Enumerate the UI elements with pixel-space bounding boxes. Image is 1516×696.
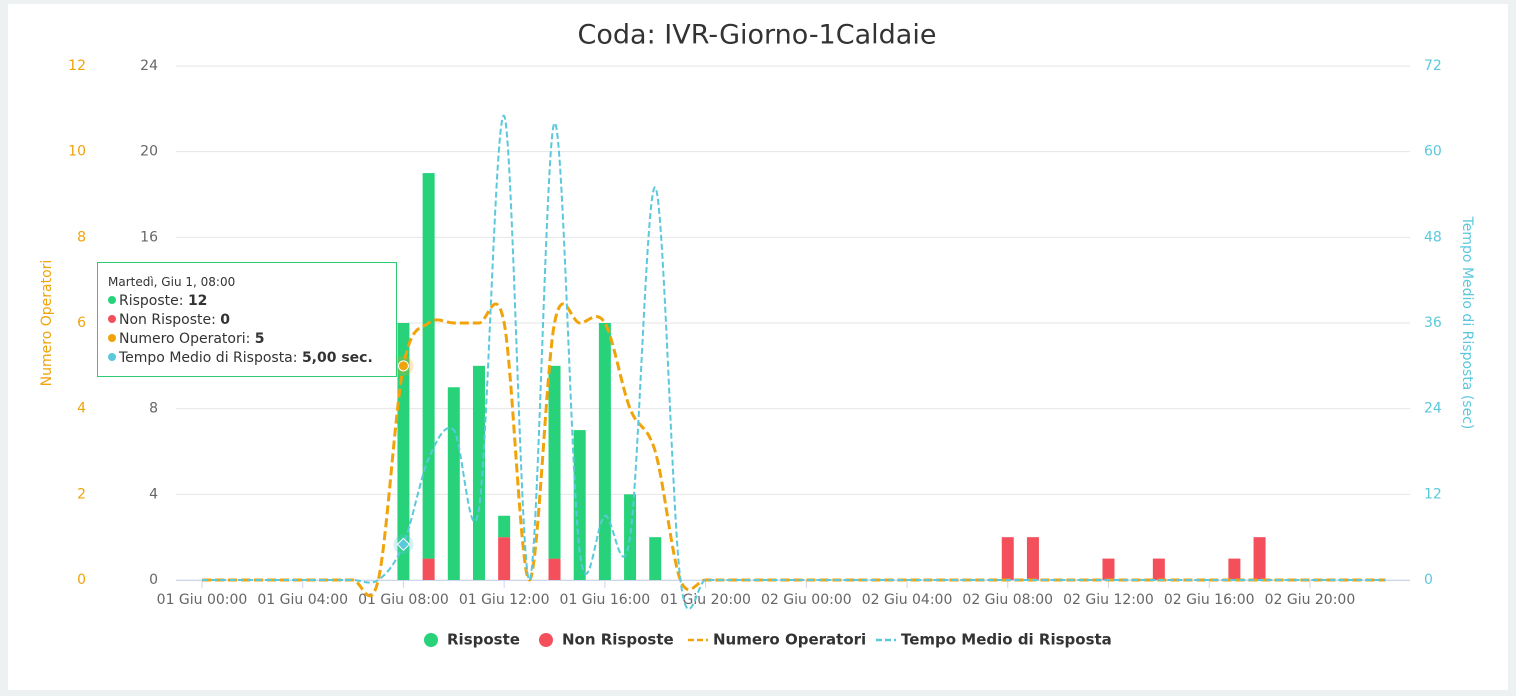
- y3-tick-label: 8: [77, 229, 86, 245]
- legend-label[interactable]: Tempo Medio di Risposta: [901, 631, 1112, 649]
- bar: [1102, 558, 1115, 580]
- legend-label[interactable]: Risposte: [447, 631, 520, 649]
- tooltip-row: Numero Operatori: 5: [108, 330, 386, 349]
- tooltip-row: Tempo Medio di Risposta: 5,00 sec.: [108, 349, 386, 368]
- x-tick-label: 02 Giu 08:00: [962, 592, 1053, 608]
- y-tick-label: 0: [149, 572, 158, 588]
- tooltip: Martedì, Giu 1, 08:00 Risposte: 12 Non Ri…: [97, 262, 397, 377]
- x-tick-label: 02 Giu 12:00: [1063, 592, 1154, 608]
- x-tick-label: 01 Giu 16:00: [560, 592, 651, 608]
- tooltip-row: Risposte: 12: [108, 292, 386, 311]
- y2-tick-label: 72: [1424, 58, 1442, 74]
- legend-swatch: [539, 633, 553, 647]
- bar: [573, 430, 586, 580]
- tooltip-series-name: Non Risposte: [119, 312, 212, 328]
- y2-tick-label: 48: [1424, 229, 1442, 245]
- legend-swatch: [424, 633, 438, 647]
- bar: [548, 558, 561, 580]
- tooltip-dot: [108, 353, 116, 361]
- y2-tick-label: 36: [1424, 315, 1442, 331]
- chart-title: Coda: IVR-Giorno-1Caldaie: [578, 20, 937, 51]
- y3-tick-label: 4: [77, 401, 86, 417]
- y3-tick-label: 6: [77, 315, 86, 331]
- tooltip-row: Non Risposte: 0: [108, 311, 386, 330]
- y3-tick-label: 10: [68, 144, 86, 160]
- bar: [498, 515, 511, 538]
- y3-axis-title: Numero Operatori: [39, 260, 55, 387]
- point-marker: [397, 360, 409, 372]
- y3-tick-label: 0: [77, 572, 86, 588]
- y-tick-label: 8: [149, 401, 158, 417]
- tooltip-dot: [108, 296, 116, 304]
- bar: [598, 323, 611, 580]
- tooltip-series-name: Tempo Medio di Risposta: [119, 350, 293, 366]
- bar: [447, 387, 460, 580]
- y-tick-label: 16: [140, 229, 158, 245]
- bar: [498, 537, 511, 580]
- y2-axis-title: Tempo Medio di Risposta (sec): [1459, 216, 1475, 430]
- bar: [548, 365, 561, 559]
- y3-tick-label: 2: [77, 486, 86, 502]
- x-tick-label: 01 Giu 08:00: [358, 592, 449, 608]
- tooltip-series-name: Numero Operatori: [119, 331, 246, 347]
- tooltip-value: 5: [254, 331, 265, 347]
- point-marker: [396, 537, 411, 552]
- y3-tick-label: 12: [68, 58, 86, 74]
- tooltip-series-name: Risposte: [119, 293, 179, 309]
- y2-tick-label: 60: [1424, 144, 1442, 160]
- bar: [397, 323, 410, 580]
- legend-label[interactable]: Non Risposte: [562, 631, 674, 649]
- line: [202, 114, 1386, 611]
- tooltip-value: 0: [220, 312, 231, 328]
- tooltip-dot: [108, 334, 116, 342]
- y2-tick-label: 0: [1424, 572, 1433, 588]
- y-tick-label: 24: [140, 58, 158, 74]
- bar: [1026, 537, 1039, 580]
- y-tick-label: 20: [140, 144, 158, 160]
- y-tick-label: 4: [149, 486, 158, 502]
- tooltip-value: 12: [187, 293, 208, 309]
- x-tick-label: 02 Giu 00:00: [761, 592, 852, 608]
- bar: [472, 365, 485, 580]
- x-tick-label: 02 Giu 04:00: [862, 592, 953, 608]
- tooltip-value: 5,00 sec.: [301, 350, 373, 366]
- y2-tick-label: 24: [1424, 401, 1442, 417]
- bar: [1228, 558, 1241, 580]
- legend-label[interactable]: Numero Operatori: [713, 631, 866, 649]
- x-tick-label: 02 Giu 16:00: [1164, 592, 1255, 608]
- x-tick-label: 01 Giu 04:00: [257, 592, 348, 608]
- x-tick-label: 02 Giu 20:00: [1265, 592, 1356, 608]
- bar: [649, 537, 662, 580]
- bar: [1253, 537, 1266, 580]
- x-tick-label: 01 Giu 12:00: [459, 592, 550, 608]
- tooltip-dot: [108, 315, 116, 323]
- bar: [1001, 537, 1014, 580]
- x-tick-label: 01 Giu 20:00: [660, 592, 751, 608]
- x-tick-label: 01 Giu 00:00: [157, 592, 248, 608]
- bar: [1152, 558, 1165, 580]
- tooltip-header: Martedì, Giu 1, 08:00: [108, 275, 236, 289]
- y2-tick-label: 12: [1424, 486, 1442, 502]
- bar: [422, 173, 435, 559]
- bar: [422, 558, 435, 580]
